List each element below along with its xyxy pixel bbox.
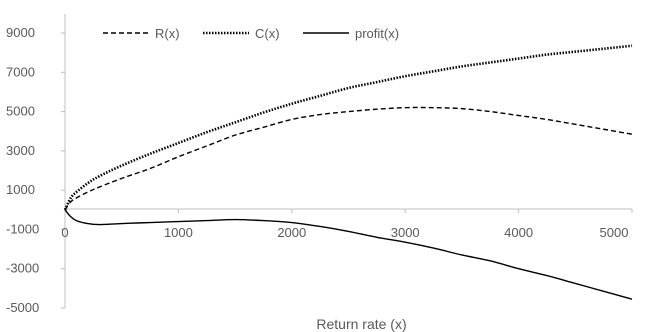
y-tick-label: 5000 xyxy=(6,104,35,119)
y-tick-label: 1000 xyxy=(6,182,35,197)
y-tick-label: -5000 xyxy=(6,300,39,315)
x-tick-label: 0 xyxy=(61,225,68,240)
legend-label: C(x) xyxy=(255,26,280,41)
y-tick-label: -1000 xyxy=(6,221,39,236)
series-line-c-x xyxy=(63,44,633,211)
series-line-profit-x xyxy=(64,209,633,300)
y-tick-label: -3000 xyxy=(6,261,39,276)
series-line-r-x xyxy=(64,106,633,211)
x-tick-label: 3000 xyxy=(391,225,420,240)
series-layer xyxy=(63,44,633,300)
x-axis-title: Return rate (x) xyxy=(316,316,406,332)
x-tick-label: 1000 xyxy=(164,225,193,240)
x-tick-label: 4000 xyxy=(504,225,533,240)
legend-label: R(x) xyxy=(155,26,180,41)
y-tick-label: 3000 xyxy=(6,143,35,158)
legend-label: profit(x) xyxy=(355,26,399,41)
y-tick-label: 7000 xyxy=(6,64,35,79)
x-tick-label: 5000 xyxy=(600,225,629,240)
y-tick-label: 9000 xyxy=(6,25,35,40)
x-tick-label: 2000 xyxy=(277,225,306,240)
legend: R(x) C(x) profit(x) xyxy=(103,26,399,41)
axes-layer: -5000 -3000 -1000 1000 3000 5000 7000 9000 0 1000… xyxy=(6,14,633,332)
